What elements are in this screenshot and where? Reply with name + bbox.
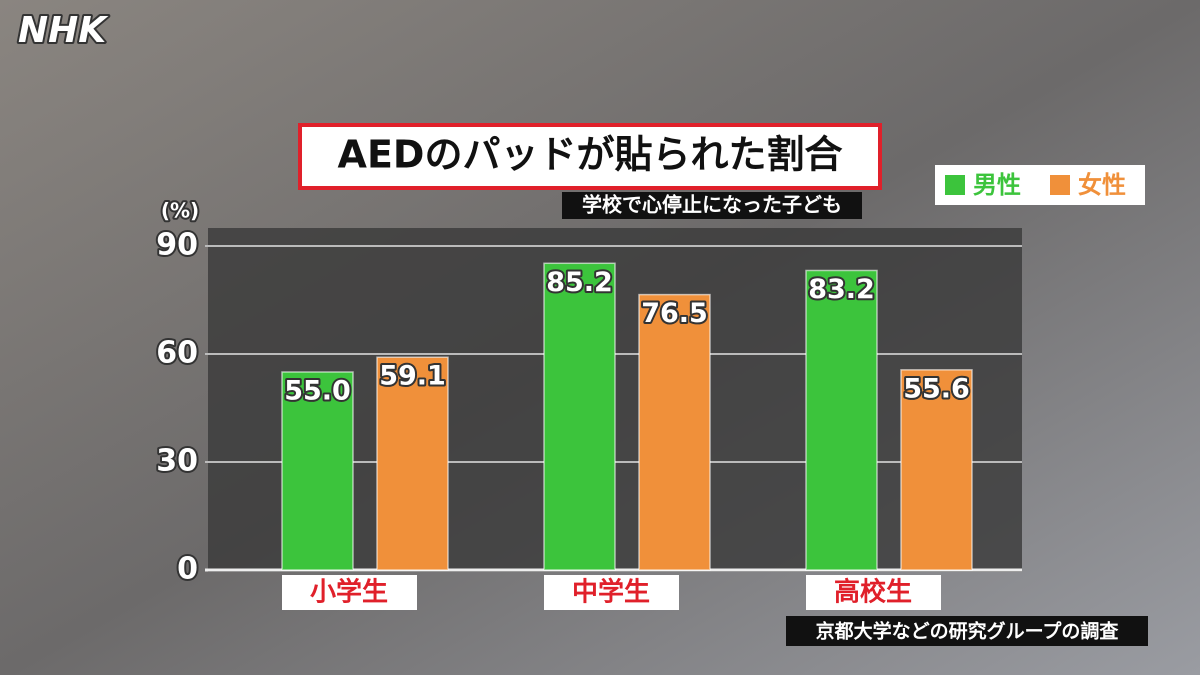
- bar: [805, 269, 878, 571]
- value-label: 55.6: [903, 373, 970, 404]
- y-tick-label: 60: [156, 336, 198, 371]
- y-tick-label: 90: [156, 228, 198, 263]
- legend-swatch: [945, 175, 965, 195]
- subtitle-box: [562, 192, 862, 219]
- title-box: [298, 123, 882, 190]
- source: 京都大学などの研究グループの調査: [816, 620, 1120, 643]
- bar: [900, 369, 973, 571]
- value-label: 83.2: [808, 274, 875, 305]
- legend-label: 女性: [1078, 171, 1126, 199]
- bar: [638, 293, 711, 571]
- x-tick-label: 高校生: [834, 577, 912, 608]
- x-tick-label: 小学生: [310, 577, 388, 608]
- chart-title: AEDのパッドが貼られた割合: [338, 133, 843, 177]
- category-box: [282, 575, 417, 610]
- logo: NHK: [18, 10, 109, 51]
- x-tick-label: 中学生: [572, 577, 650, 608]
- value-label: 85.2: [546, 267, 613, 298]
- bar: [376, 356, 449, 571]
- value-label: 59.1: [379, 361, 446, 392]
- category-box: [544, 575, 679, 610]
- legend-swatch: [1050, 175, 1070, 195]
- y-tick-label: 30: [156, 444, 198, 479]
- source-box: [786, 616, 1148, 646]
- legend-label: 男性: [973, 171, 1021, 199]
- subtitle: 学校で心停止になった子ども: [582, 193, 842, 217]
- legend-box: [935, 165, 1145, 205]
- value-label: 55.0: [284, 376, 351, 407]
- value-label: 76.5: [641, 298, 708, 329]
- y-unit: (%): [161, 199, 199, 223]
- bar: [281, 371, 354, 571]
- y-tick-label: 0: [177, 552, 198, 587]
- bar: [543, 262, 616, 571]
- category-box: [806, 575, 941, 610]
